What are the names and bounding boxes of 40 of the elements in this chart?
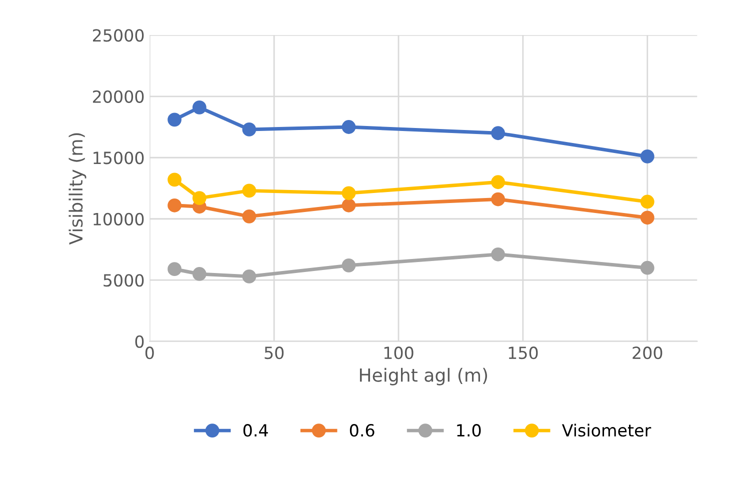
point bbox=[192, 191, 206, 205]
x-axis-title: Height agl (m) bbox=[360, 368, 488, 386]
point bbox=[342, 198, 356, 212]
point bbox=[491, 175, 506, 190]
x-tick-label: 200 bbox=[632, 346, 662, 360]
point bbox=[342, 186, 356, 200]
point bbox=[168, 262, 182, 276]
point bbox=[192, 100, 206, 114]
point bbox=[342, 120, 356, 134]
point bbox=[168, 198, 182, 212]
y-axis-title: Visibility (m) bbox=[68, 133, 86, 245]
legend-label: 1.0 bbox=[457, 424, 481, 437]
point bbox=[242, 184, 256, 198]
point bbox=[491, 247, 506, 262]
x-tick-label: 50 bbox=[264, 346, 284, 360]
legend-label: 0.6 bbox=[350, 424, 374, 437]
point bbox=[491, 126, 506, 140]
point bbox=[640, 260, 654, 275]
y-tick-label: 25000 bbox=[92, 29, 144, 42]
point bbox=[640, 210, 654, 225]
point bbox=[342, 258, 356, 272]
point bbox=[640, 149, 654, 164]
point bbox=[640, 194, 654, 209]
point bbox=[168, 172, 182, 187]
y-tick-label: 5000 bbox=[104, 274, 144, 287]
point bbox=[242, 122, 256, 136]
legend-label: Visiometer bbox=[562, 424, 652, 437]
y-tick-label: 0 bbox=[135, 335, 144, 348]
y-tick-label: 15000 bbox=[94, 152, 144, 164]
x-tick-label: 100 bbox=[384, 346, 414, 360]
y-tick-label: 10000 bbox=[94, 212, 144, 226]
x-tick-label: 150 bbox=[508, 346, 538, 360]
point bbox=[192, 267, 206, 281]
point bbox=[242, 209, 256, 224]
legend-label: 0.4 bbox=[243, 424, 268, 437]
point bbox=[491, 192, 506, 206]
x-tick-label: 0 bbox=[145, 346, 154, 360]
y-tick-label: 20000 bbox=[92, 90, 144, 103]
point bbox=[242, 269, 256, 284]
point bbox=[168, 112, 182, 127]
